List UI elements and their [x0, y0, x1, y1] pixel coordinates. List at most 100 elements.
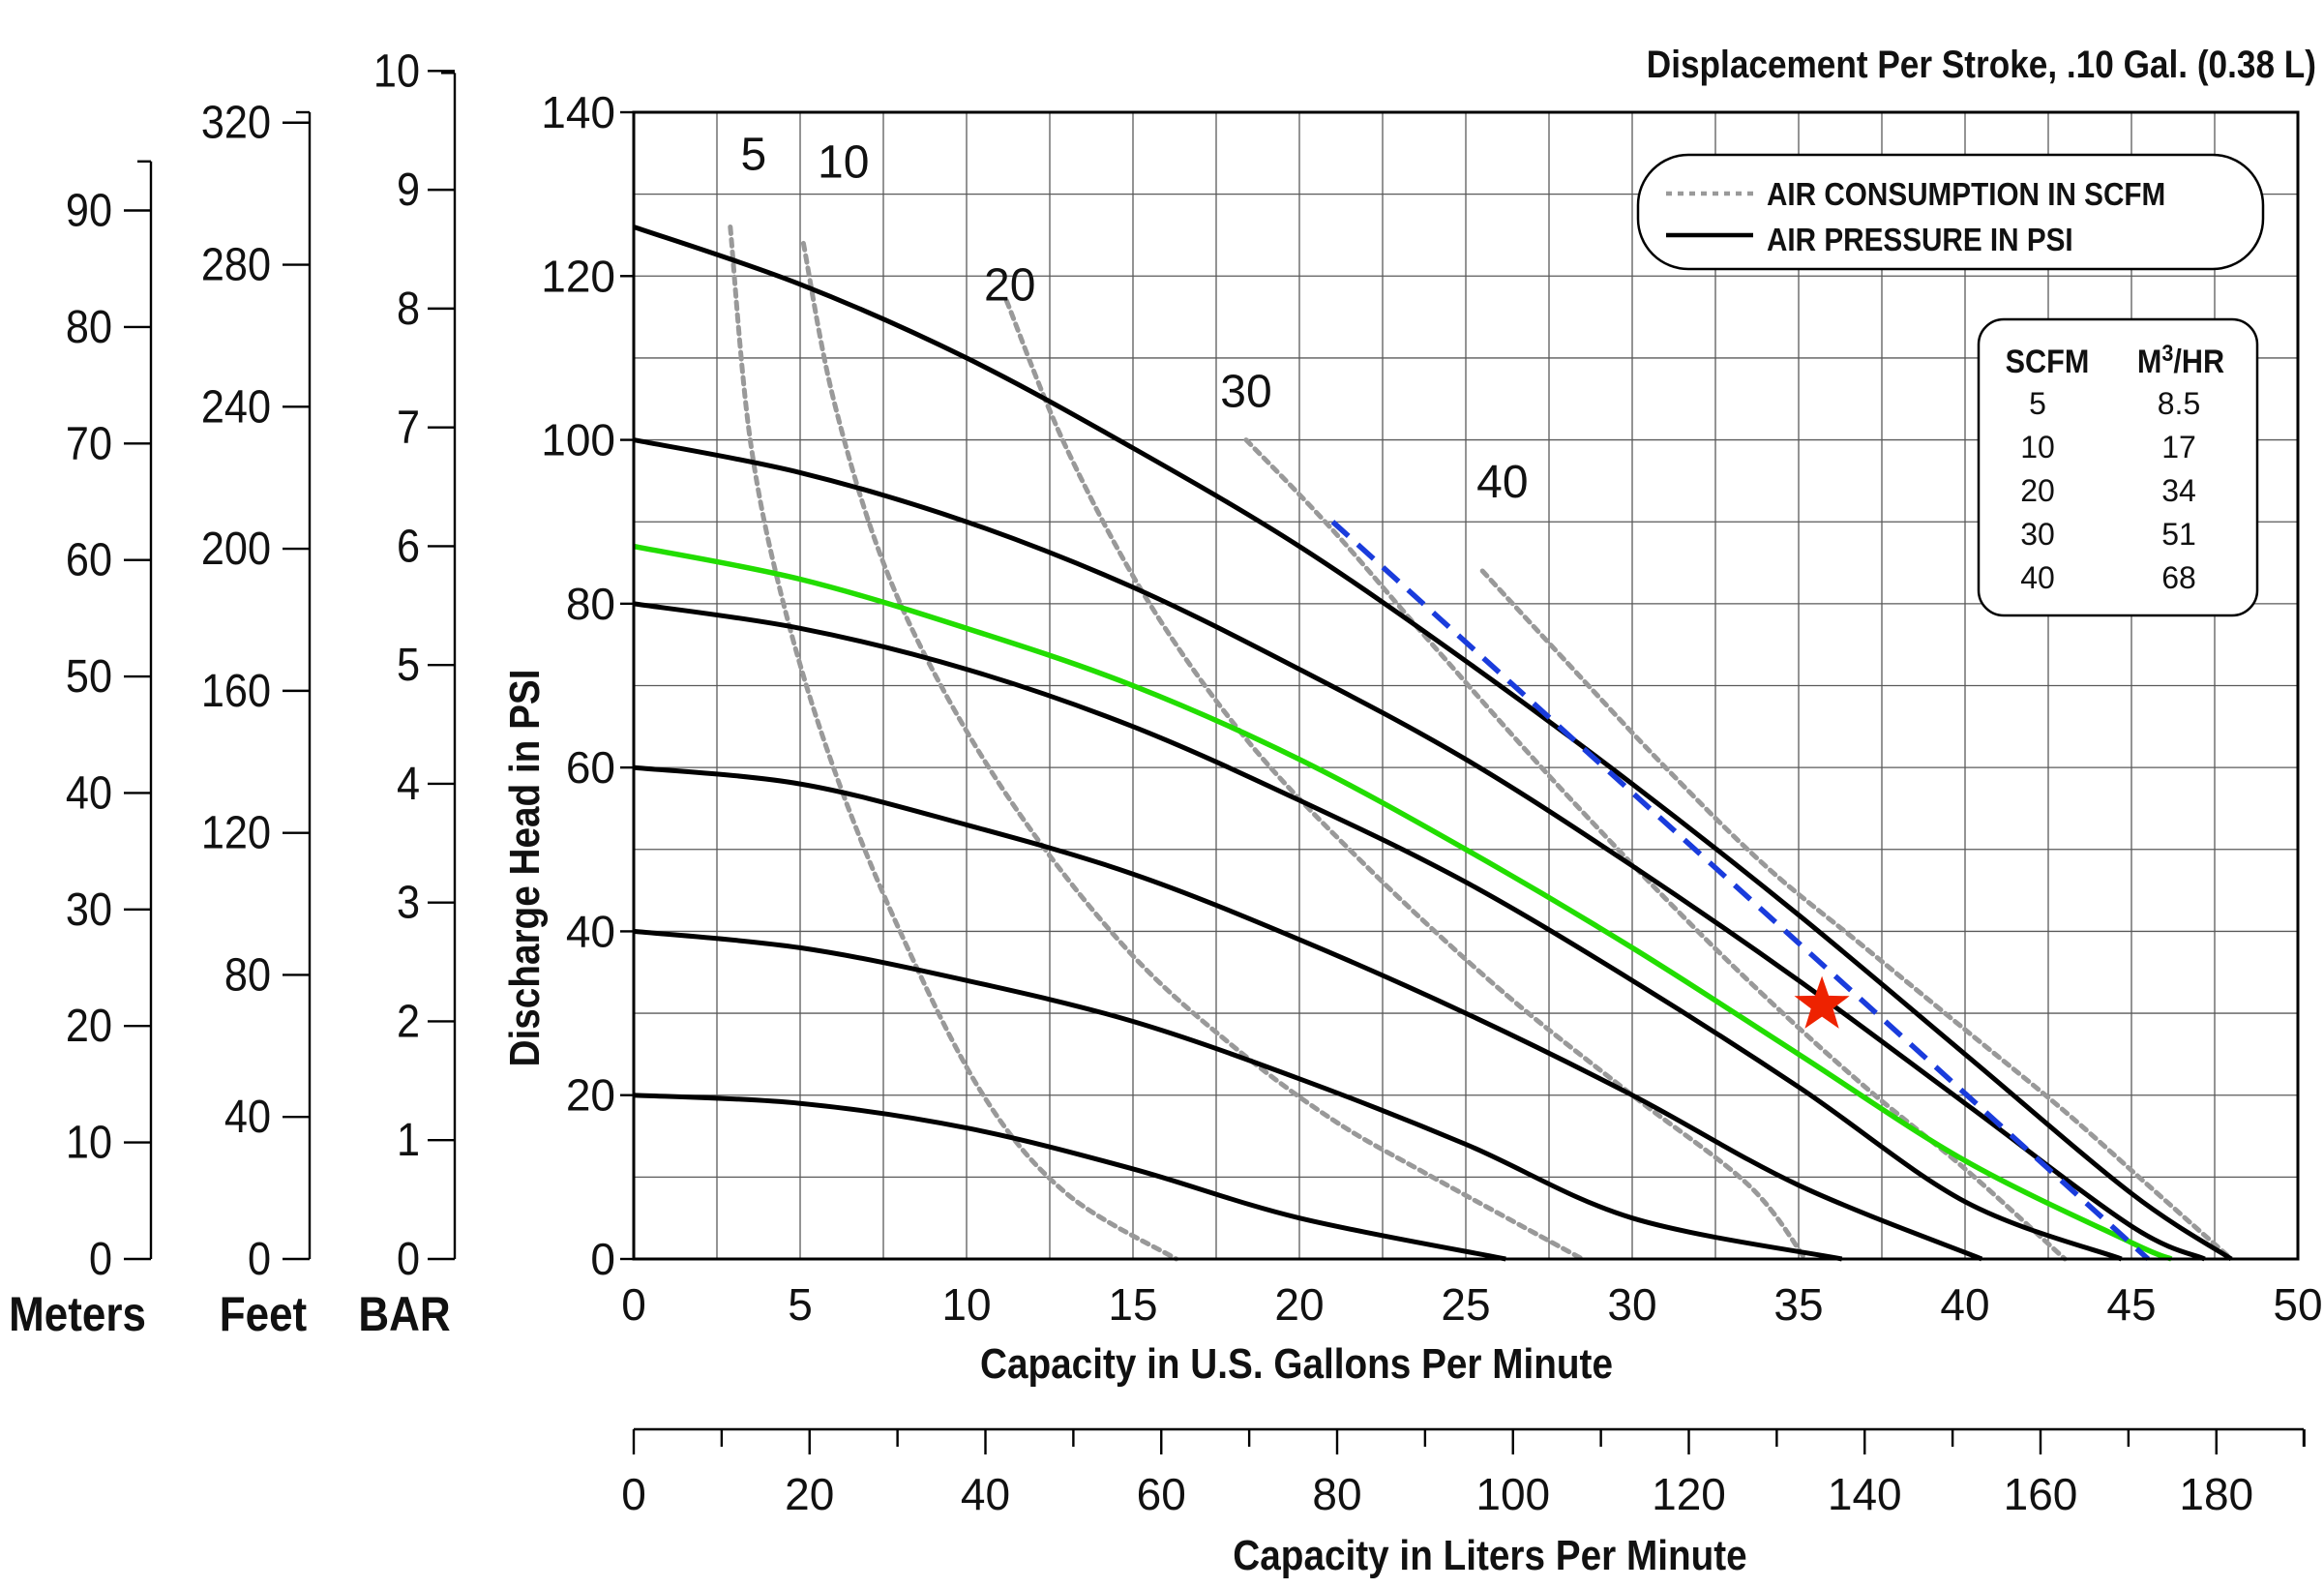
side-scale-tick-label: 240	[201, 380, 271, 433]
side-scale-tick-label: 6	[397, 520, 420, 572]
side-scale-label: BAR	[358, 1286, 450, 1340]
table-cell-m3hr: 51	[2161, 517, 2196, 552]
legend-air-consumption: AIR CONSUMPTION IN SCFM	[1767, 177, 2165, 213]
x-tick-label: 5	[788, 1279, 813, 1330]
y-tick-label: 140	[541, 87, 615, 137]
side-scale-tick-label: 5	[397, 639, 420, 691]
table-cell-scfm: 5	[2029, 386, 2046, 421]
liters-tick-label: 40	[961, 1469, 1010, 1519]
side-scale-tick-label: 320	[201, 97, 271, 149]
side-scale-feet: 0 40 80 120 160 200 240 280 320 Feet	[201, 97, 312, 1341]
table-cell-m3hr: 34	[2161, 473, 2196, 508]
x-tick-label: 10	[941, 1279, 991, 1330]
side-scale-tick-label: 8	[397, 283, 420, 335]
air-consumption-label: 10	[818, 137, 869, 189]
chart-title: Displacement Per Stroke, .10 Gal. (0.38 …	[1647, 43, 2316, 86]
air-consumption-curve-5	[728, 225, 1179, 1262]
side-scale-tick-label: 0	[89, 1233, 112, 1285]
air-pressure-curve	[633, 437, 2206, 1262]
x-tick-label: 35	[1773, 1279, 1823, 1330]
x-tick-label: 45	[2106, 1279, 2156, 1330]
conversion-table: SCFM M3/HR 5 8.5 10 17 20 34 30 51 40 68	[1977, 317, 2259, 617]
side-scale-tick-label: 2	[397, 995, 420, 1047]
liters-tick-label: 140	[1828, 1469, 1902, 1519]
air-consumption-label: 30	[1220, 367, 1271, 418]
side-scale-tick-label: 80	[66, 301, 112, 353]
liters-tick-label: 80	[1312, 1469, 1361, 1519]
air-pressure-curve	[633, 764, 1983, 1262]
side-scale-tick-label: 0	[248, 1233, 271, 1285]
side-scale-tick-label: 50	[66, 650, 112, 703]
legend-air-pressure: AIR PRESSURE IN PSI	[1767, 223, 2073, 258]
side-scale-tick-label: 160	[201, 665, 271, 717]
liters-tick-label: 160	[2004, 1469, 2078, 1519]
operating-curve	[633, 543, 2173, 1262]
table-header-scfm: SCFM	[2006, 344, 2090, 380]
liters-tick-label: 180	[2179, 1469, 2253, 1519]
y-tick-label: 120	[541, 251, 615, 301]
side-scale-tick-label: 40	[66, 766, 112, 819]
y-tick-label: 0	[590, 1234, 615, 1284]
side-scale-meters: 0 10 20 30 40 50 60 70 80 90 Meters	[9, 160, 153, 1341]
y-tick-label: 60	[566, 742, 615, 793]
table-cell-m3hr: 68	[2161, 560, 2196, 595]
air-consumption-label: 20	[984, 260, 1035, 312]
air-consumption-curve-20	[1003, 298, 1808, 1262]
y-tick-label: 40	[566, 906, 615, 956]
legend: AIR CONSUMPTION IN SCFM AIR PRESSURE IN …	[1636, 153, 2265, 271]
side-scale-tick-label: 60	[66, 534, 112, 586]
side-scale-tick-label: 9	[397, 164, 420, 216]
air-consumption-curve-40	[1479, 568, 2234, 1262]
x-tick-label: 25	[1441, 1279, 1490, 1330]
air-pressure-curve	[633, 1093, 1506, 1262]
side-scale-label: Meters	[9, 1286, 146, 1340]
side-scale-tick-label: 90	[66, 184, 112, 236]
y-tick-label: 80	[566, 579, 615, 629]
table-header-m3hr: M3/HR	[2137, 340, 2224, 379]
x-tick-label: 15	[1108, 1279, 1157, 1330]
table-rows: 5 8.5 10 17 20 34 30 51 40 68	[2020, 386, 2200, 595]
x-tick-label: 30	[1607, 1279, 1656, 1330]
air-pressure-curve	[633, 928, 1843, 1262]
air-consumption-label: 40	[1476, 457, 1528, 508]
table-cell-scfm: 30	[2020, 517, 2055, 552]
side-scale-tick-label: 7	[397, 402, 420, 454]
liters-axis-label: Capacity in Liters Per Minute	[1233, 1531, 1746, 1579]
conversion-table-box	[1977, 317, 2259, 617]
operating-point-star	[1794, 975, 1850, 1029]
legend-box	[1636, 153, 2265, 271]
air-pressure-curve	[633, 225, 2233, 1262]
side-scale-tick-label: 1	[397, 1114, 420, 1166]
side-scale-tick-label: 120	[201, 807, 271, 859]
table-cell-m3hr: 17	[2161, 430, 2196, 464]
side-scale-tick-label: 10	[373, 45, 420, 97]
side-scale-tick-label: 30	[66, 884, 112, 936]
y-axis-label: Discharge Head in PSI	[500, 670, 549, 1067]
x-axis-label: Capacity in U.S. Gallons Per Minute	[980, 1339, 1613, 1388]
x-tick-label: 40	[1940, 1279, 1989, 1330]
liters-tick-label: 60	[1137, 1469, 1186, 1519]
y-tick-label: 100	[541, 415, 615, 465]
air-consumption-curve-10	[800, 240, 1585, 1262]
side-scale-label: Feet	[220, 1286, 308, 1340]
liters-tick-label: 20	[785, 1469, 834, 1519]
liters-tick-label: 0	[621, 1469, 646, 1519]
side-scale-tick-label: 40	[224, 1091, 271, 1143]
table-cell-m3hr: 8.5	[2158, 386, 2200, 421]
x-tick-label: 20	[1274, 1279, 1324, 1330]
table-cell-scfm: 20	[2020, 473, 2055, 508]
liters-tick-label: 100	[1475, 1469, 1550, 1519]
liters-tick-label: 120	[1652, 1469, 1726, 1519]
side-scale-bar: 0 1 2 3 4 5 6 7 8 9 10 BAR	[358, 45, 457, 1341]
y-tick-label: 20	[566, 1070, 615, 1121]
plot-frame	[632, 110, 2300, 1261]
x-tick-label: 50	[2273, 1279, 2322, 1330]
side-scale-tick-label: 200	[201, 523, 271, 575]
system-curve	[1330, 520, 2151, 1262]
side-scale-tick-label: 280	[201, 238, 271, 290]
side-scale-tick-label: 10	[66, 1117, 112, 1169]
side-scale-tick-label: 70	[66, 417, 112, 469]
side-scale-tick-label: 0	[397, 1233, 420, 1285]
